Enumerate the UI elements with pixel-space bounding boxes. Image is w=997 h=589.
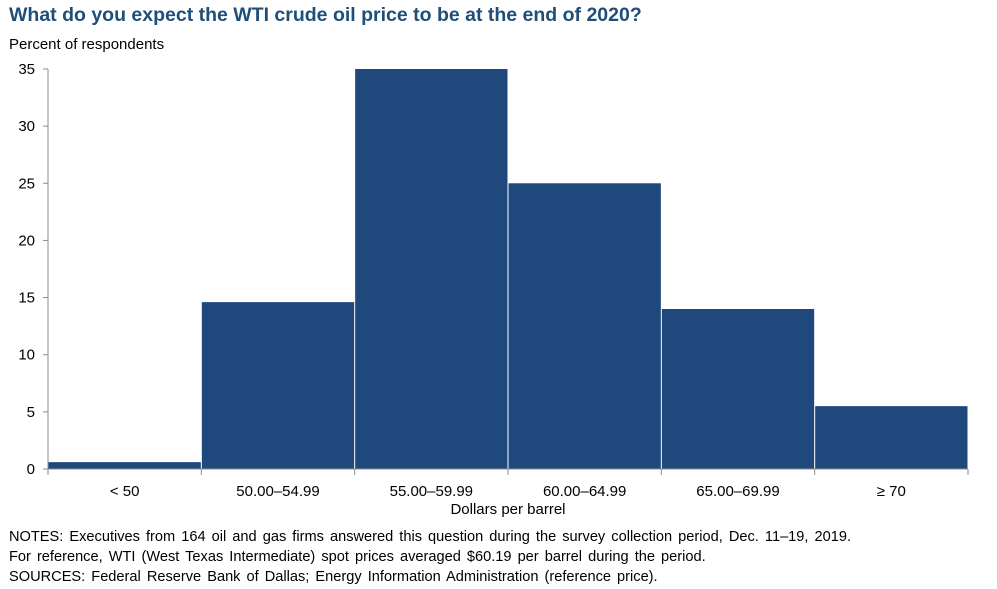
y-tick-label: 0	[27, 461, 35, 478]
y-tick-label: 10	[18, 347, 35, 364]
x-axis-label: Dollars per barrel	[450, 501, 565, 518]
x-tick-label: 50.00–54.99	[236, 483, 319, 500]
bar-1	[201, 302, 355, 469]
chart-title: What do you expect the WTI crude oil pri…	[9, 4, 642, 26]
notes-line: For reference, WTI (West Texas Intermedi…	[9, 549, 706, 565]
bars-group	[48, 69, 968, 470]
bar-4	[661, 309, 815, 469]
x-axis: < 50 50.00–54.99 55.00–59.99 60.00–64.99 65.…	[47, 468, 969, 500]
bar-0	[48, 462, 201, 469]
x-tick-label: 60.00–64.99	[543, 483, 626, 500]
y-tick-label: 25	[18, 175, 35, 192]
sources-line: SOURCES: Federal Reserve Bank of Dallas;…	[9, 569, 658, 585]
y-axis: 0 5 10 15 20 25 30 35	[18, 61, 49, 478]
x-tick-label: < 50	[110, 483, 140, 500]
bar-3	[508, 183, 661, 470]
histogram-chart: 0 5 10 15 20 25 30 35 < 50 50.00–54.99 55.00–59.9…	[18, 61, 969, 518]
y-tick-label: 5	[27, 404, 35, 421]
y-tick-label: 30	[18, 118, 35, 135]
x-tick-label: ≥ 70	[877, 483, 906, 500]
y-tick-label: 35	[18, 61, 35, 78]
bar-2	[355, 69, 508, 469]
x-tick-label: 55.00–59.99	[390, 483, 473, 500]
y-axis-label: Percent of respondents	[9, 36, 165, 53]
y-tick-label: 20	[18, 232, 35, 249]
notes-block: NOTES: Executives from 164 oil and gas f…	[9, 527, 851, 587]
x-tick-label: 65.00–69.99	[696, 483, 779, 500]
notes-line: NOTES: Executives from 164 oil and gas f…	[9, 529, 852, 545]
y-tick-label: 15	[18, 290, 35, 307]
bar-5	[815, 406, 968, 469]
